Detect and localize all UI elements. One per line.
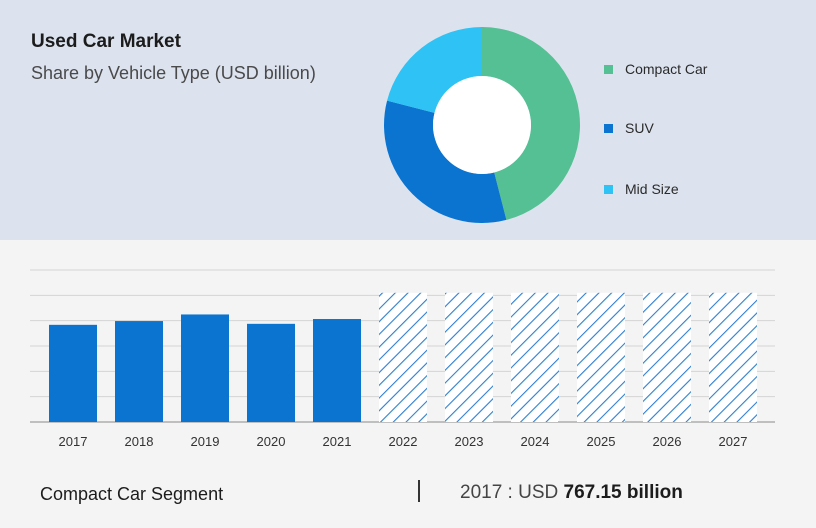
x-tick-label-2021: 2021 bbox=[323, 434, 352, 449]
footer-separator bbox=[418, 480, 420, 502]
legend-item-compact-car: Compact Car bbox=[604, 61, 707, 77]
segment-label: Compact Car Segment bbox=[40, 484, 224, 504]
forecast-bar-2025 bbox=[577, 292, 625, 422]
x-tick-label-2025: 2025 bbox=[587, 434, 616, 449]
x-tick-label-2017: 2017 bbox=[59, 434, 88, 449]
legend-swatch-suv bbox=[604, 123, 613, 133]
legend-swatch-mid-size bbox=[604, 184, 613, 194]
legend-label-mid-size: Mid Size bbox=[625, 181, 679, 197]
segment-value-amount: 767.15 billion bbox=[563, 482, 683, 503]
forecast-bar-2026 bbox=[643, 292, 691, 422]
bar-2021 bbox=[313, 319, 361, 422]
donut-slice-suv bbox=[383, 100, 507, 223]
legend-label-suv: SUV bbox=[625, 120, 654, 136]
forecast-bar-2027 bbox=[709, 292, 757, 422]
x-tick-label-2018: 2018 bbox=[125, 434, 154, 449]
bar-2020 bbox=[247, 323, 295, 422]
segment-value: 2017 : USD 767.15 billion bbox=[460, 482, 683, 504]
x-tick-label-2020: 2020 bbox=[257, 434, 286, 449]
bar-2018 bbox=[115, 321, 163, 422]
donut-slice-compact-car bbox=[482, 27, 580, 220]
x-tick-label-2027: 2027 bbox=[719, 434, 748, 449]
legend-item-suv: SUV bbox=[604, 120, 654, 136]
x-tick-label-2024: 2024 bbox=[521, 434, 550, 449]
bar-2019 bbox=[181, 314, 229, 422]
legend-swatch-compact-car bbox=[604, 64, 613, 74]
forecast-bar-2024 bbox=[511, 292, 559, 422]
segment-year-prefix: 2017 : USD bbox=[460, 482, 559, 503]
legend-item-mid-size: Mid Size bbox=[604, 181, 679, 197]
x-tick-label-2022: 2022 bbox=[389, 434, 418, 449]
x-tick-label-2023: 2023 bbox=[455, 434, 484, 449]
forecast-bar-2023 bbox=[445, 292, 493, 422]
donut-slice-mid-size bbox=[387, 27, 482, 113]
legend-label-compact-car: Compact Car bbox=[625, 61, 708, 77]
chart-subtitle: Share by Vehicle Type (USD billion) bbox=[31, 63, 316, 83]
bar-2017 bbox=[49, 324, 97, 422]
forecast-bar-2022 bbox=[379, 292, 427, 422]
x-tick-label-2019: 2019 bbox=[191, 434, 220, 449]
donut-hole bbox=[433, 76, 531, 174]
x-tick-label-2026: 2026 bbox=[653, 434, 682, 449]
chart-title: Used Car Market bbox=[31, 31, 181, 52]
